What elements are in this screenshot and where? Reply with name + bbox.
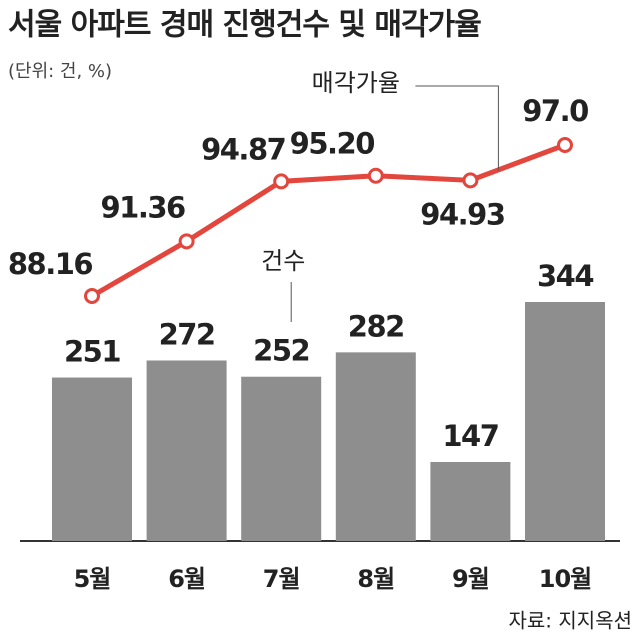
bar-label: 252 — [253, 334, 309, 368]
x-tick-label: 8월 — [357, 565, 394, 593]
bar-label: 251 — [64, 335, 120, 369]
x-tick-label: 5월 — [74, 565, 111, 593]
x-tick-label: 10월 — [539, 565, 591, 593]
line-marker — [273, 173, 290, 190]
line-marker — [462, 172, 479, 189]
bar-label: 272 — [159, 317, 215, 351]
line-label: 95.20 — [290, 127, 375, 161]
line-marker — [84, 288, 100, 304]
line-label: 91.36 — [100, 190, 185, 224]
legend-leader — [415, 85, 499, 171]
line-label: 94.93 — [420, 197, 504, 231]
bar — [241, 376, 322, 541]
bar-label: 282 — [348, 309, 404, 343]
legend-label: 매각가율 — [312, 69, 400, 97]
bar — [430, 462, 511, 541]
bar — [525, 302, 605, 541]
bar — [52, 377, 132, 541]
chart-title: 서울 아파트 경매 진행건수 및 매각가율 — [8, 8, 481, 43]
line-label: 97.0 — [522, 94, 588, 128]
line-label: 94.87 — [201, 132, 285, 166]
bar-label: 344 — [537, 259, 593, 293]
line-marker — [178, 233, 195, 250]
bar-label: 147 — [442, 419, 498, 453]
x-tick-label: 7월 — [263, 565, 300, 593]
line — [90, 142, 566, 299]
bar — [146, 360, 227, 541]
line-label: 88.16 — [8, 247, 93, 281]
line-marker — [367, 167, 384, 184]
x-tick-label: 6월 — [168, 565, 205, 593]
chart-subtitle: (단위: 건, %) — [8, 61, 112, 82]
x-tick-label: 9월 — [452, 565, 489, 593]
bar — [335, 352, 416, 541]
source: 자료: 지지옥션 — [509, 609, 633, 633]
line-marker — [557, 137, 573, 153]
legend-label: 건수 — [261, 247, 305, 275]
